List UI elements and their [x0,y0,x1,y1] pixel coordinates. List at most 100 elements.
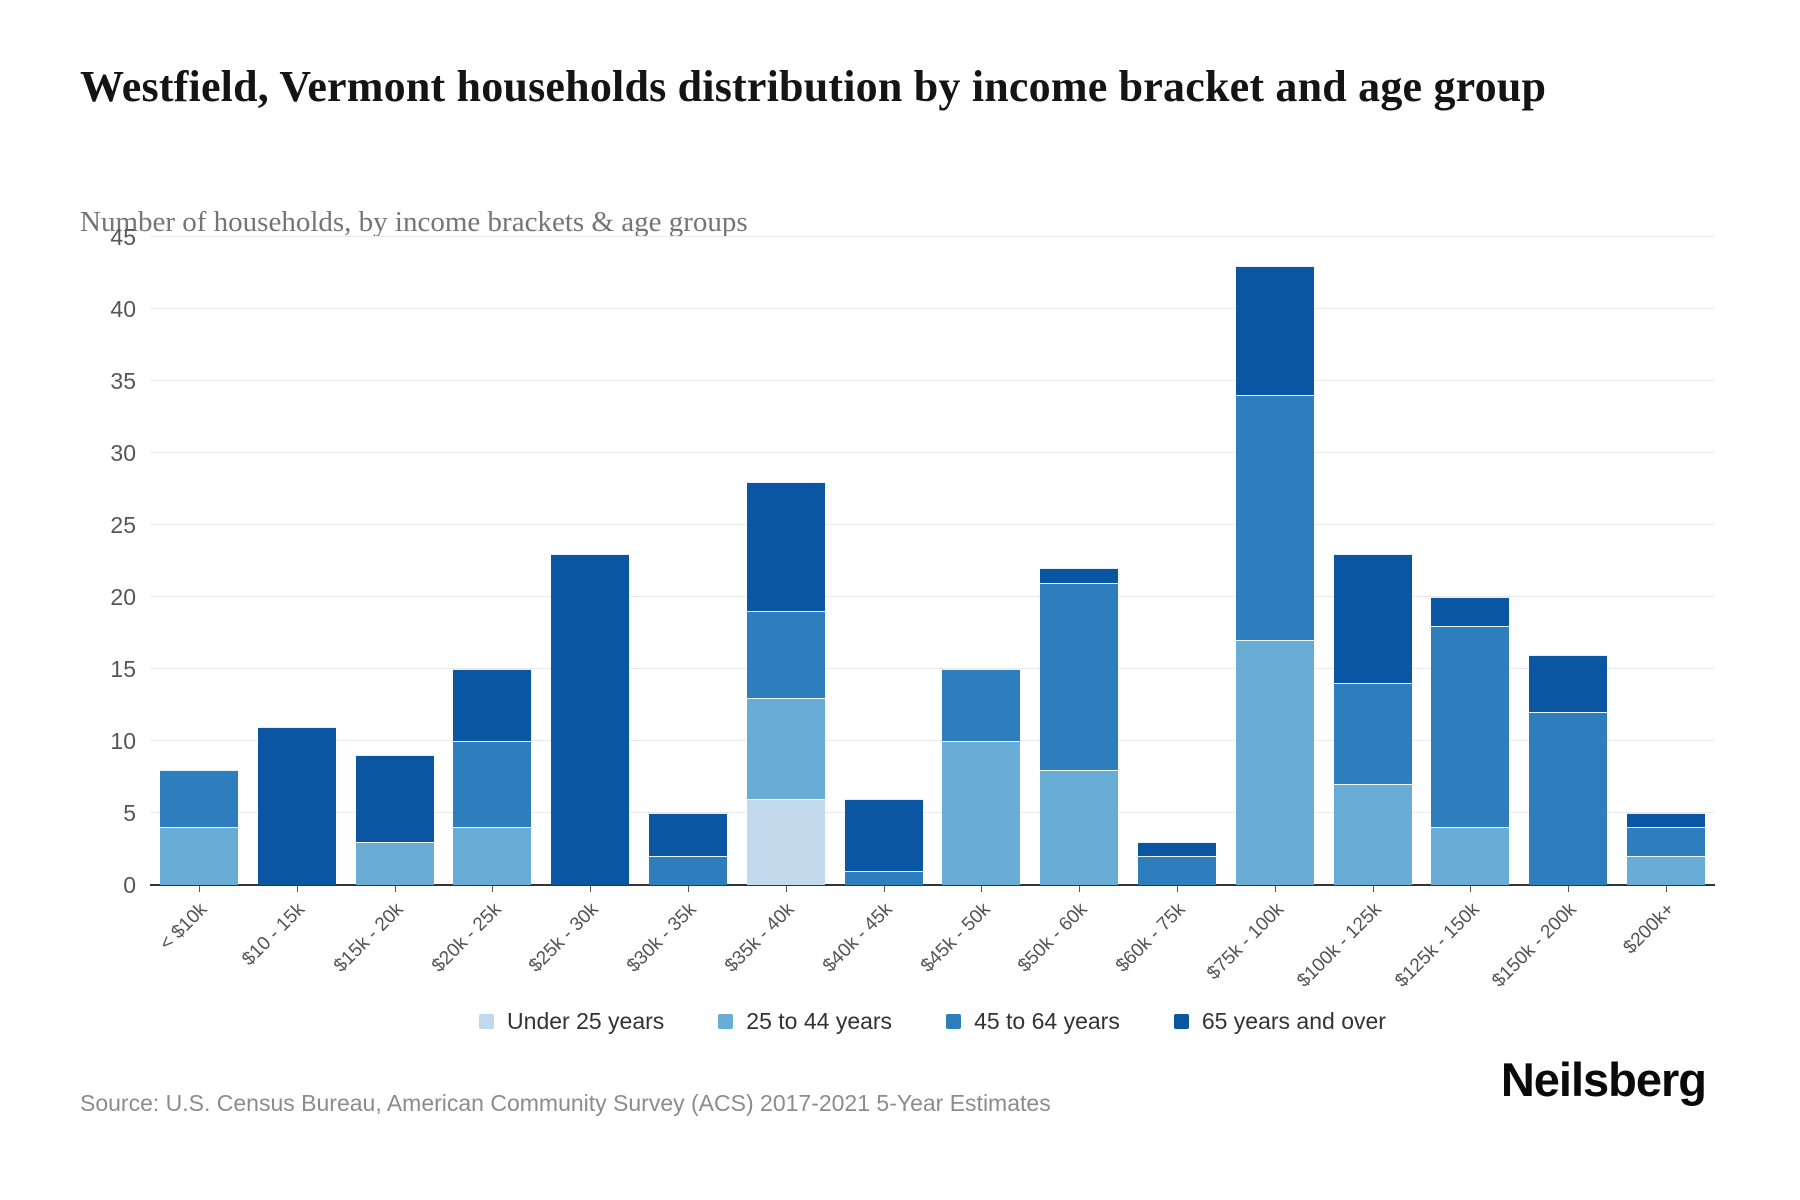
x-axis-tick [1470,886,1472,892]
legend-item-45-to-64-years[interactable]: 45 to 64 years [946,1008,1120,1035]
x-axis-tick-label: $50k - 60k [1014,899,1093,977]
x-axis-tick [1666,886,1668,892]
bar-segment-45-to-64-years[interactable] [648,856,727,885]
gridline-5 [150,812,1715,814]
bar-segment-25-to-44-years[interactable] [453,827,532,885]
gridline-40 [150,308,1715,310]
x-axis-tick-label: $125k - 150k [1390,899,1484,992]
bar-segment-25-to-44-years[interactable] [159,827,238,885]
x-axis-tick-label: $25k - 30k [525,899,604,977]
x-axis-tick-label: $30k - 35k [623,899,701,977]
legend-item-65-years-and-over[interactable]: 65 years and over [1173,1008,1386,1035]
bar-segment-45-to-64-years[interactable] [453,741,532,828]
legend-label: Under 25 years [507,1008,665,1034]
bar-100k-125k [1333,237,1412,885]
bar-60k-75k [1138,237,1217,885]
bar-segment-65-years-and-over[interactable] [648,813,727,857]
page-title: Westfield, Vermont households distributi… [80,62,1547,111]
x-axis-tick-label: $60k - 75k [1112,899,1190,977]
x-axis-tick-label: $40k - 45k [818,899,897,977]
bar-segment-25-to-44-years[interactable] [746,697,825,799]
bar-15k-20k [355,237,434,885]
source-text: Source: U.S. Census Bureau, American Com… [80,1090,1051,1116]
y-axis-tick-label-0: 0 [123,872,136,898]
bar-10k [159,237,238,885]
bar-segment-65-years-and-over[interactable] [746,481,825,612]
bar-segment-25-to-44-years[interactable] [1040,769,1119,885]
bar-segment-25-to-44-years[interactable] [1333,784,1412,885]
legend-swatch-icon [1173,1014,1189,1029]
x-axis-tick-label: $10 - 15k [238,899,310,970]
bar-segment-25-to-44-years[interactable] [942,741,1021,885]
y-axis-tick-label-30: 30 [110,440,136,467]
gridline-20 [150,596,1715,598]
x-axis-tick [785,886,787,892]
bar-segment-45-to-64-years[interactable] [1529,712,1608,885]
bar-10-15k [257,237,336,885]
bar-segment-65-years-and-over[interactable] [355,755,434,842]
x-axis-tick-label: $150k - 200k [1488,899,1582,992]
bar-segment-45-to-64-years[interactable] [844,870,923,885]
x-axis-tick-label: $100k - 125k [1292,899,1386,992]
bar-75k-100k [1235,237,1314,885]
x-axis-tick-label: $20k - 25k [427,899,506,977]
y-axis-tick-label-15: 15 [110,656,136,683]
bar-segment-45-to-64-years[interactable] [1627,827,1706,857]
x-axis-tick-label: $15k - 20k [329,899,408,977]
bar-segment-25-to-44-years[interactable] [1431,827,1510,885]
x-axis-tick [198,886,200,892]
legend-swatch-icon [946,1014,962,1029]
bar-segment-65-years-and-over[interactable] [1627,813,1706,828]
y-axis-tick-label-20: 20 [110,584,136,611]
bar-segment-45-to-64-years[interactable] [942,669,1021,742]
bar-segment-65-years-and-over[interactable] [1138,841,1217,857]
bar-30k-35k [648,237,727,885]
bar-segment-65-years-and-over[interactable] [257,726,336,885]
x-axis-tick-label: $35k - 40k [721,899,799,977]
bar-segment-45-to-64-years[interactable] [746,611,825,698]
x-axis-tick [296,886,298,892]
gridline-15 [150,668,1715,669]
legend-item-under-25-years[interactable]: Under 25 years [479,1008,664,1035]
legend-item-25-to-44-years[interactable]: 25 to 44 years [718,1008,892,1035]
gridline-10 [150,740,1715,742]
bar-segment-45-to-64-years[interactable] [1333,683,1412,785]
legend-swatch-icon [718,1014,734,1029]
x-axis-line [150,884,1715,886]
bar-segment-25-to-44-years[interactable] [355,841,434,885]
bar-segment-65-years-and-over[interactable] [1529,654,1608,713]
x-axis-tick [883,886,885,892]
bar-segment-65-years-and-over[interactable] [844,798,923,871]
y-axis-tick-label-45: 45 [110,224,136,250]
bar-125k-150k [1431,237,1510,885]
legend: Under 25 years 25 to 44 years 45 to 64 yea… [150,1008,1715,1035]
bar-segment-45-to-64-years[interactable] [1138,856,1217,885]
x-axis-tick [1079,886,1081,892]
x-axis-tick [1177,886,1179,892]
bar-segment-65-years-and-over[interactable] [1431,597,1510,626]
bar-segment-25-to-44-years[interactable] [1627,856,1706,885]
page-subtitle: Number of households, by income brackets… [80,206,748,238]
bar-150k-200k [1529,237,1608,885]
bar-35k-40k [746,237,825,885]
bar-25k-30k [551,237,630,885]
y-axis-tick-label-5: 5 [123,800,136,827]
x-axis-tick-label: $75k - 100k [1202,899,1288,985]
gridline-45 [150,236,1715,237]
gridline-35 [150,380,1715,381]
bar-segment-under-25-years[interactable] [746,798,825,885]
bar-segment-25-to-44-years[interactable] [1235,640,1314,885]
bar-40k-45k [844,237,923,885]
bar-segment-45-to-64-years[interactable] [159,769,238,828]
bar-segment-45-to-64-years[interactable] [1235,395,1314,641]
y-axis-tick-label-10: 10 [110,728,136,755]
bar-segment-65-years-and-over[interactable] [1040,568,1119,583]
bar-20k-25k [453,237,532,885]
bar-segment-45-to-64-years[interactable] [1040,582,1119,770]
bar-segment-45-to-64-years[interactable] [1431,625,1510,828]
bar-segment-65-years-and-over[interactable] [1235,265,1314,396]
legend-label: 45 to 64 years [974,1008,1120,1034]
bar-segment-65-years-and-over[interactable] [1333,553,1412,684]
bar-segment-65-years-and-over[interactable] [453,669,532,742]
bar-segment-65-years-and-over[interactable] [551,553,630,885]
